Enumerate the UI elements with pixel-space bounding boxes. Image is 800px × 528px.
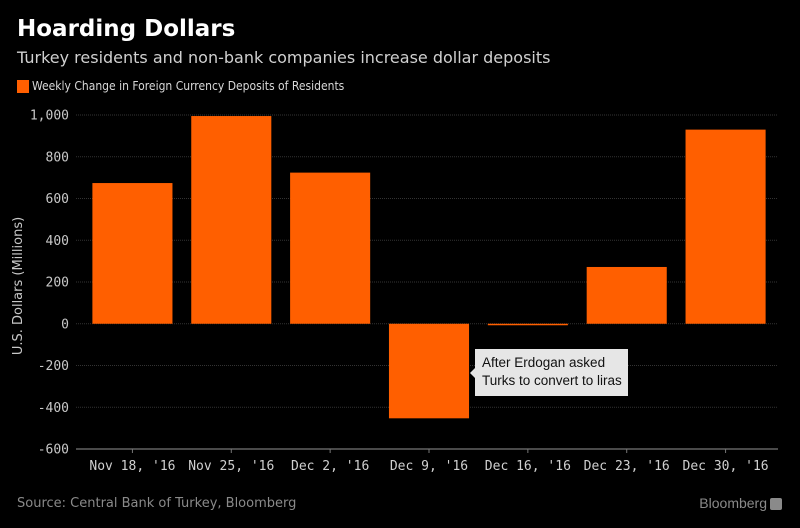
- legend-swatch: [17, 79, 29, 93]
- bar: [685, 129, 766, 324]
- x-tick-label: Dec 2, '16: [291, 459, 369, 474]
- bar: [92, 183, 173, 324]
- y-tick-label: -600: [38, 443, 69, 458]
- y-tick-label: 200: [46, 276, 69, 291]
- chart-icon: [770, 498, 782, 510]
- y-tick-label: 0: [61, 317, 69, 332]
- y-axis-label: U.S. Dollars (Millions): [11, 217, 26, 355]
- annotation-pointer: [470, 368, 475, 378]
- x-tick-label: Dec 9, '16: [390, 459, 468, 474]
- y-axis-ticks: 1,000 800 600 400 200 0 -200 -400 -600: [30, 109, 69, 458]
- x-tick-label: Dec 30, '16: [683, 459, 769, 474]
- bloomberg-logo: Bloomberg: [699, 495, 767, 511]
- bar: [191, 116, 272, 324]
- y-tick-label: -200: [38, 359, 69, 374]
- chart-subtitle: Turkey residents and non-bank companies …: [17, 48, 551, 67]
- bar: [586, 266, 667, 324]
- y-tick-label: 1,000: [30, 109, 69, 124]
- legend-label: Weekly Change in Foreign Currency Deposi…: [32, 79, 345, 93]
- x-tick-label: Dec 16, '16: [485, 459, 571, 474]
- annotation-callout: After Erdogan asked Turks to convert to …: [470, 349, 628, 396]
- x-axis: Nov 18, '16 Nov 25, '16 Dec 2, '16 Dec 9, '…: [76, 448, 778, 474]
- chart-title: Hoarding Dollars: [17, 16, 236, 42]
- annotation-line-1: After Erdogan asked: [482, 355, 606, 370]
- y-tick-label: 600: [46, 192, 69, 207]
- bar: [487, 323, 568, 326]
- x-tick-label: Nov 25, '16: [188, 459, 274, 474]
- source-note: Source: Central Bank of Turkey, Bloomber…: [17, 496, 297, 511]
- x-tick-label: Nov 18, '16: [89, 459, 175, 474]
- x-tick-label: Dec 23, '16: [584, 459, 670, 474]
- bar: [388, 323, 470, 419]
- y-tick-label: -400: [38, 401, 69, 416]
- y-tick-label: 400: [46, 234, 69, 249]
- bars: [92, 116, 766, 419]
- bar: [290, 172, 371, 324]
- legend: Weekly Change in Foreign Currency Deposi…: [17, 79, 344, 93]
- annotation-line-2: Turks to convert to liras: [482, 373, 622, 388]
- y-tick-label: 800: [46, 150, 69, 165]
